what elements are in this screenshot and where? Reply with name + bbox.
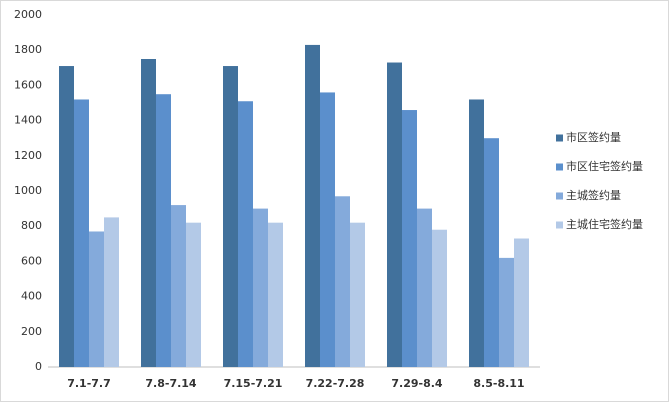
- legend-swatch: [556, 221, 563, 229]
- y-tick-label: 800: [21, 219, 42, 232]
- y-tick-label: 1800: [14, 43, 42, 56]
- x-tick-label: 7.29-8.4: [391, 377, 443, 390]
- bar: [499, 257, 514, 367]
- bar: [432, 229, 447, 367]
- bar: [253, 208, 268, 367]
- bar: [59, 66, 74, 367]
- bar: [335, 196, 350, 367]
- legend-label: 主城住宅签约量: [566, 217, 643, 231]
- bar: [141, 59, 156, 367]
- y-tick-label: 200: [21, 325, 42, 338]
- bar: [484, 138, 499, 367]
- bar: [417, 208, 432, 367]
- y-tick-label: 2000: [14, 8, 42, 21]
- x-tick-label: 7.15-7.21: [224, 377, 283, 390]
- legend-swatch: [556, 192, 563, 200]
- y-tick-label: 0: [35, 360, 42, 373]
- x-tick-label: 8.5-8.11: [473, 377, 524, 390]
- legend-label: 市区住宅签约量: [566, 159, 643, 173]
- bar: [104, 217, 119, 367]
- y-tick-label: 1400: [14, 114, 42, 127]
- bar: [268, 222, 283, 367]
- y-tick-label: 1000: [14, 184, 42, 197]
- bar: [469, 99, 484, 367]
- bar: [305, 44, 320, 368]
- bar: [223, 66, 238, 367]
- y-tick-label: 400: [21, 290, 42, 303]
- bar: [320, 92, 335, 367]
- legend-label: 主城签约量: [566, 188, 621, 202]
- bar: [238, 101, 253, 368]
- bar: [186, 222, 201, 367]
- bar: [74, 99, 89, 367]
- y-tick-label: 600: [21, 254, 42, 267]
- x-tick-label: 7.22-7.28: [306, 377, 365, 390]
- bar: [514, 238, 529, 367]
- legend-label: 市区签约量: [566, 130, 621, 144]
- y-tick-label: 1200: [14, 149, 42, 162]
- bar: [171, 205, 186, 367]
- legend-swatch: [556, 163, 563, 171]
- bar: [350, 222, 365, 367]
- bar: [387, 62, 402, 368]
- x-tick-label: 7.1-7.7: [67, 377, 111, 390]
- bar: [89, 231, 104, 367]
- x-tick-label: 7.8-7.14: [145, 377, 197, 390]
- y-tick-label: 1600: [14, 78, 42, 91]
- legend-swatch: [556, 134, 563, 142]
- bar: [156, 94, 171, 367]
- bar: [402, 110, 417, 367]
